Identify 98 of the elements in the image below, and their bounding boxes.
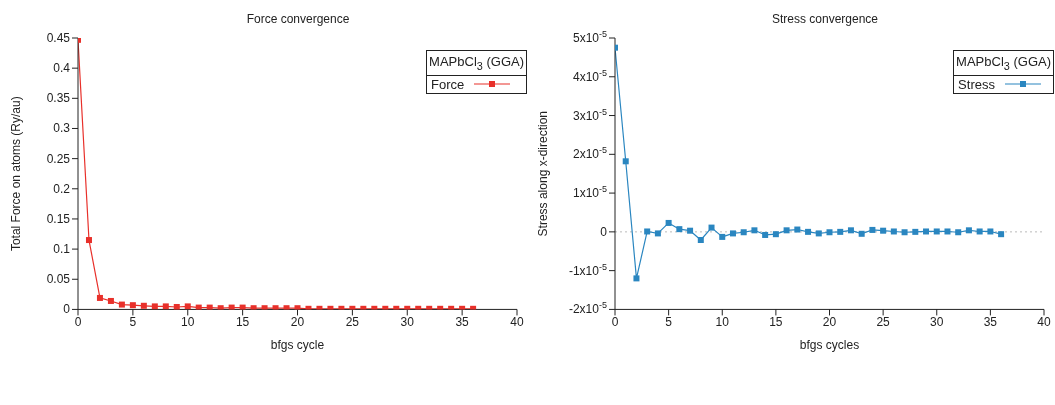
x-tick-label: 5 xyxy=(129,314,137,329)
y-axis-title: Total Force on atoms (Ry/au) xyxy=(9,96,24,252)
y-tick-label: -1x10$^{-5}$ xyxy=(568,261,607,278)
x-tick-label: 0 xyxy=(611,314,619,329)
chart-title: Stress convergence xyxy=(771,12,879,26)
point xyxy=(697,237,704,243)
point xyxy=(869,226,876,233)
point xyxy=(687,227,694,234)
y-tick-label: 0.45 xyxy=(46,31,71,45)
y-tick-label: 5x10$^{-5}$ xyxy=(572,29,607,45)
point xyxy=(826,229,833,236)
point xyxy=(676,226,683,233)
point xyxy=(923,228,930,235)
y-tick-label: 3x10$^{-5}$ xyxy=(572,106,607,123)
x-axis-title: bfgs cycle xyxy=(270,338,325,353)
x-tick-label: 40 xyxy=(1037,314,1051,329)
y-axis-title: Stress along x-direction xyxy=(536,111,551,237)
point xyxy=(294,305,301,310)
point xyxy=(933,228,940,235)
y-tick-label: 0 xyxy=(600,224,608,239)
y-tick-label: 0.1 xyxy=(53,242,71,257)
point xyxy=(654,230,661,237)
point xyxy=(847,227,854,234)
point xyxy=(217,305,224,310)
point xyxy=(85,237,92,244)
x-tick-label: 35 xyxy=(983,314,998,329)
point xyxy=(998,231,1005,238)
point xyxy=(751,227,758,234)
x-tick-label: 30 xyxy=(400,314,415,329)
point xyxy=(96,294,103,301)
point xyxy=(140,302,147,309)
point xyxy=(107,297,114,304)
x-tick-label: 40 xyxy=(510,314,524,329)
point xyxy=(965,227,972,234)
y-tick-label: -2x10$^{-5}$ xyxy=(568,300,607,317)
y-tick-label: 0.3 xyxy=(53,121,71,136)
y-tick-label: 0.05 xyxy=(46,272,71,287)
chart-title: Force convergence xyxy=(246,12,350,26)
point xyxy=(815,230,822,237)
x-tick-label: 10 xyxy=(181,314,195,329)
point xyxy=(890,228,897,235)
point xyxy=(858,230,865,237)
point xyxy=(944,228,951,235)
point xyxy=(719,233,726,240)
point xyxy=(880,227,887,234)
point xyxy=(805,228,812,235)
legend-title: MAPbCl$_{3}$ (GGA) xyxy=(429,54,524,72)
y-tick-label: 0.35 xyxy=(46,91,71,106)
point xyxy=(901,229,908,236)
point xyxy=(622,158,629,165)
x-tick-label: 20 xyxy=(290,314,305,329)
legend-label: Stress xyxy=(958,76,995,92)
y-tick-label: 0 xyxy=(63,302,71,317)
point xyxy=(129,302,136,309)
point xyxy=(633,275,640,282)
x-tick-label: 5 xyxy=(665,314,673,329)
point xyxy=(162,303,169,310)
point xyxy=(151,303,158,310)
point xyxy=(955,229,962,236)
x-tick-label: 25 xyxy=(345,314,360,329)
x-tick-label: 15 xyxy=(235,314,250,329)
legend-label: Force xyxy=(431,76,465,92)
point xyxy=(272,305,279,310)
point xyxy=(261,305,268,310)
x-tick-label: 30 xyxy=(930,314,944,329)
x-tick-label: 25 xyxy=(876,314,891,329)
point xyxy=(250,305,257,310)
x-axis-title: bfgs cycles xyxy=(799,338,860,353)
x-tick-label: 10 xyxy=(715,314,730,329)
y-tick-label: 0.2 xyxy=(53,181,71,196)
point xyxy=(729,230,736,237)
y-tick-label: 0.15 xyxy=(46,211,71,226)
point xyxy=(173,303,180,310)
point xyxy=(772,231,779,238)
point xyxy=(987,228,994,235)
point xyxy=(762,231,769,238)
y-tick-label: 0.25 xyxy=(46,151,71,166)
point xyxy=(708,224,715,231)
point xyxy=(118,301,125,308)
x-tick-label: 15 xyxy=(769,314,783,329)
y-tick-label: 0.4 xyxy=(53,61,71,76)
legend-title: MAPbCl$_{3}$ (GGA) xyxy=(956,54,1051,72)
point xyxy=(837,228,844,235)
x-tick-label: 35 xyxy=(455,314,470,329)
point xyxy=(794,226,801,233)
point xyxy=(912,228,919,235)
point xyxy=(184,303,191,310)
x-tick-label: 0 xyxy=(74,314,82,329)
point xyxy=(283,305,290,310)
point xyxy=(740,229,747,236)
y-tick-label: 4x10$^{-5}$ xyxy=(572,67,607,84)
y-tick-label: 2x10$^{-5}$ xyxy=(572,145,607,162)
y-tick-label: 1x10$^{-5}$ xyxy=(572,184,607,201)
point xyxy=(644,228,651,235)
point xyxy=(665,219,672,226)
point xyxy=(976,228,983,235)
point xyxy=(783,227,790,234)
x-tick-label: 20 xyxy=(822,314,837,329)
